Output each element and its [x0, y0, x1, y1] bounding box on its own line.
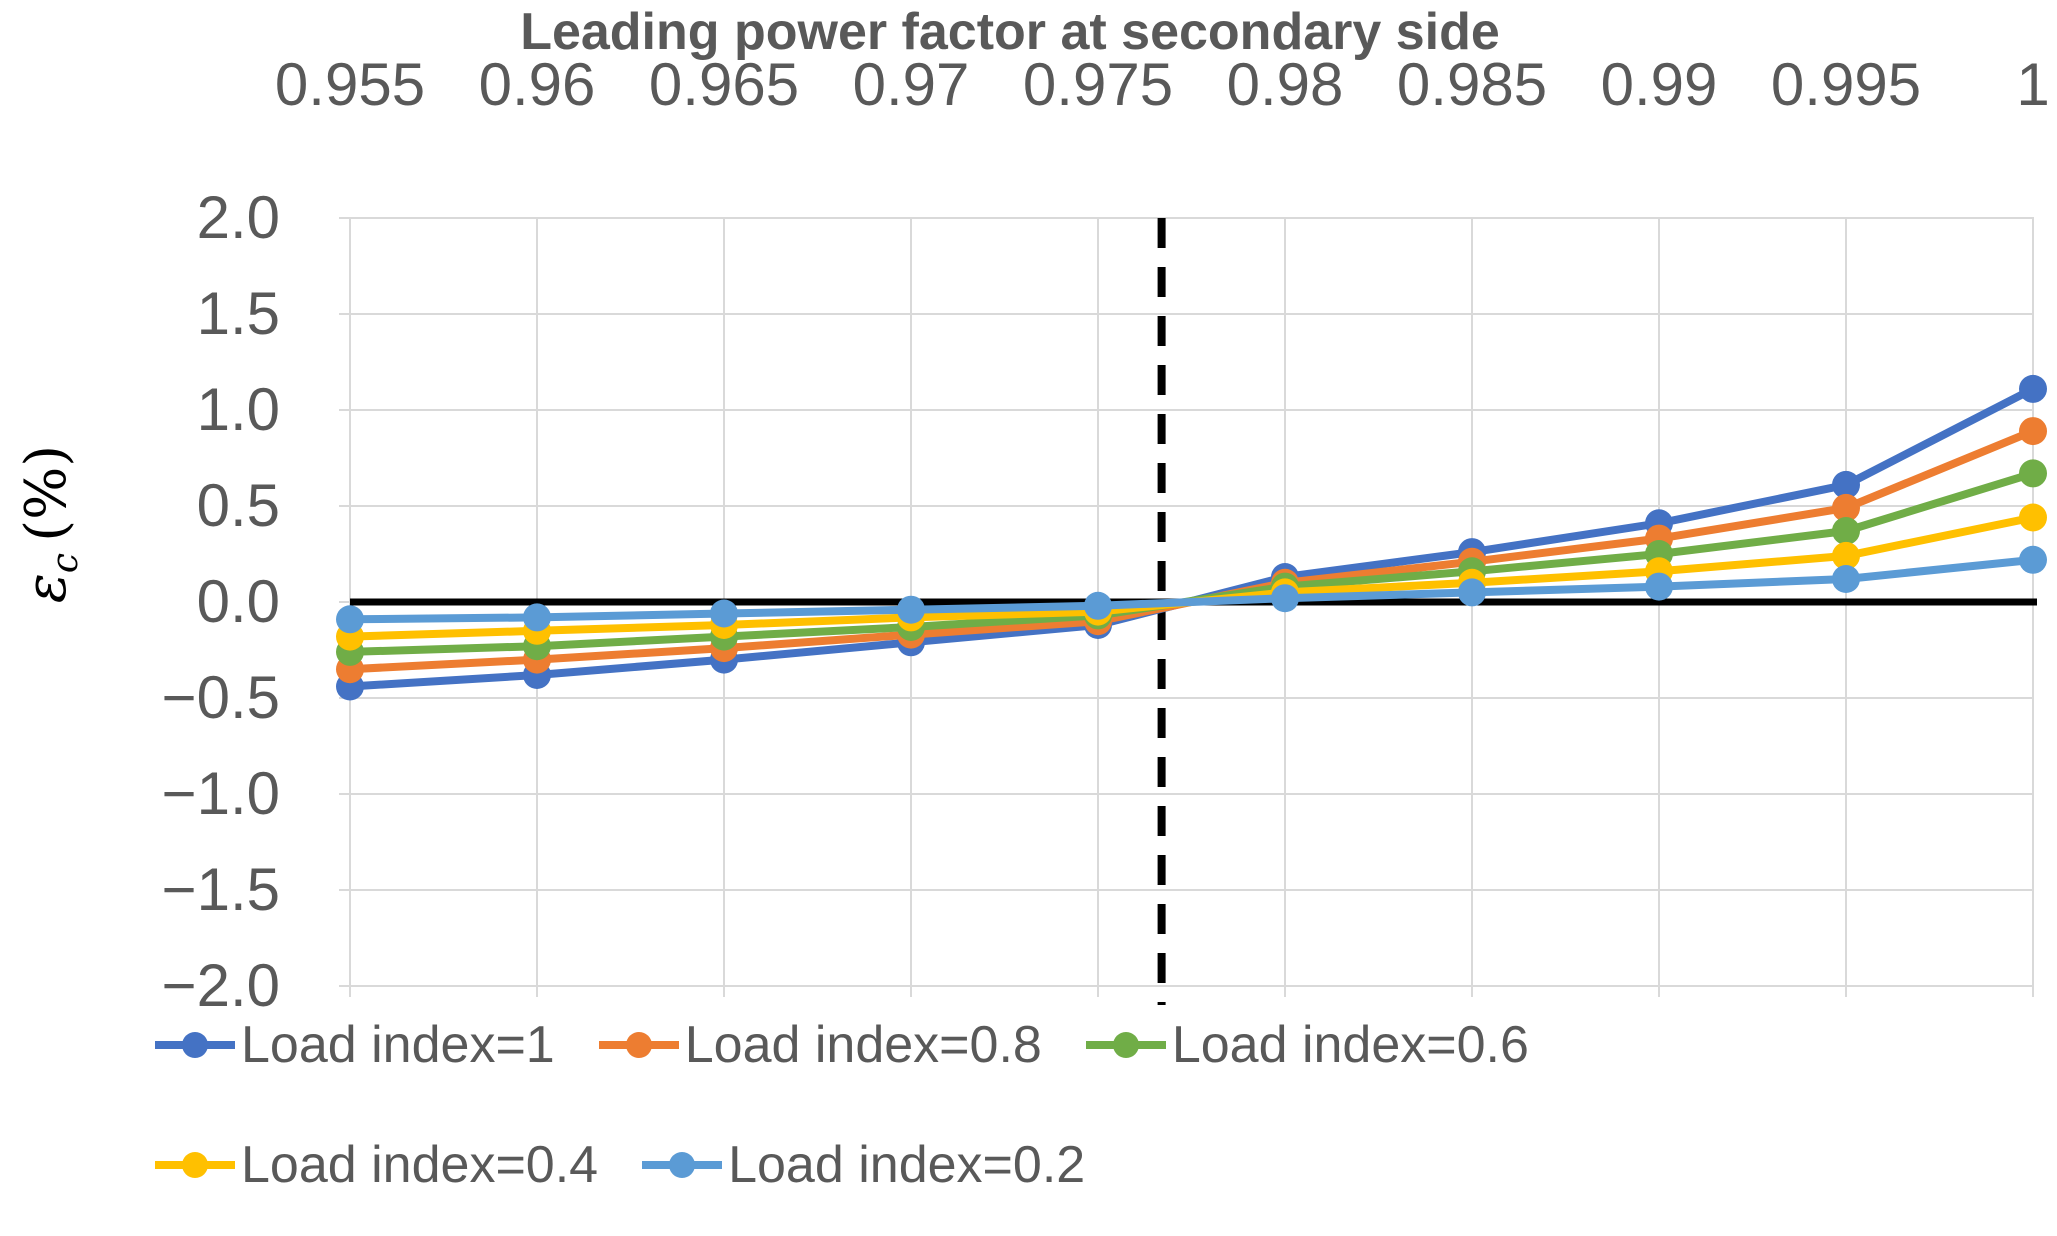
- x-tick-label: 0.985: [1396, 51, 1548, 118]
- legend-row-1: Load index=1 Load index=0.8 Load index=0.6: [155, 1012, 1529, 1078]
- legend-marker-load-index-0-4: [155, 1152, 235, 1178]
- y-tick-label: −2.0: [161, 952, 280, 1019]
- data-point-load-index-1: [2019, 374, 2047, 403]
- y-tick-label: 2.0: [196, 184, 280, 251]
- y-tick-label: 1.5: [196, 280, 280, 347]
- legend-label: Load index=0.4: [241, 1136, 599, 1194]
- legend-label: Load index=0.8: [684, 1016, 1042, 1074]
- data-point-load-index-1: [1832, 470, 1860, 499]
- legend-row-2: Load index=0.4 Load index=0.2: [155, 1132, 1085, 1198]
- data-point-load-index-0-6: [2019, 459, 2047, 488]
- legend-marker-load-index-0-8: [598, 1032, 679, 1058]
- series-line-load-index-0-2: [346, 555, 2037, 624]
- x-tick-label: 0.975: [1022, 51, 1174, 118]
- legend-label: Load index=0.2: [728, 1136, 1086, 1194]
- data-point-load-index-0-2: [1084, 591, 1112, 620]
- x-tick-label: 0.97: [852, 51, 970, 118]
- legend-label: Load index=1: [241, 1016, 555, 1074]
- x-tick-label: 0.96: [478, 51, 596, 118]
- x-tick-label: 0.98: [1226, 51, 1344, 118]
- legend-marker-load-index-1: [155, 1032, 235, 1058]
- x-tick-label: 0.99: [1600, 51, 1718, 118]
- legend-marker-load-index-0-6: [1085, 1032, 1166, 1058]
- x-tick-label: 0.955: [274, 51, 426, 118]
- x-tick-label: 0.965: [648, 51, 800, 118]
- y-tick-label: −1.0: [161, 760, 280, 827]
- legend-label: Load index=0.6: [1171, 1016, 1529, 1074]
- data-point-load-index-0-8: [2019, 417, 2047, 446]
- x-tick-label: 0.995: [1770, 51, 1922, 118]
- data-point-load-index-0-2: [1832, 565, 1860, 593]
- legend-marker-load-index-0-2: [642, 1152, 723, 1178]
- data-point-load-index-0-6: [1832, 517, 1860, 545]
- legend-item-load-index-0-2: Load index=0.2: [642, 1135, 1085, 1195]
- data-point-load-index-0-2: [523, 603, 551, 632]
- data-point-load-index-0-2: [710, 599, 738, 628]
- data-point-load-index-0-2: [1271, 584, 1299, 613]
- legend-item-load-index-0-6: Load index=0.6: [1085, 1015, 1529, 1075]
- data-point-load-index-0-2: [1458, 578, 1486, 607]
- x-axis-title: Leading power factor at secondary side: [520, 3, 1500, 61]
- y-tick-label: 0.0: [196, 568, 280, 635]
- data-point-load-index-0-2: [897, 595, 925, 624]
- x-tick-label: 1: [2016, 51, 2050, 118]
- y-tick-label: −0.5: [161, 664, 280, 731]
- data-point-load-index-0-4: [1832, 541, 1860, 570]
- data-point-load-index-0-2: [1645, 572, 1673, 601]
- data-point-load-index-0-2: [2019, 545, 2047, 574]
- legend-item-load-index-1: Load index=1: [155, 1015, 555, 1075]
- y-tick-label: −1.5: [161, 856, 280, 923]
- data-point-load-index-0-2: [336, 605, 364, 634]
- data-point-load-index-0-8: [1832, 493, 1860, 522]
- data-point-load-index-0-4: [2019, 503, 2047, 532]
- y-tick-label: 0.5: [196, 472, 280, 539]
- legend-item-load-index-0-4: Load index=0.4: [155, 1135, 598, 1195]
- legend-item-load-index-0-8: Load index=0.8: [598, 1015, 1042, 1075]
- y-tick-label: 1.0: [196, 376, 280, 443]
- series-line-load-index-0-8: [346, 427, 2037, 674]
